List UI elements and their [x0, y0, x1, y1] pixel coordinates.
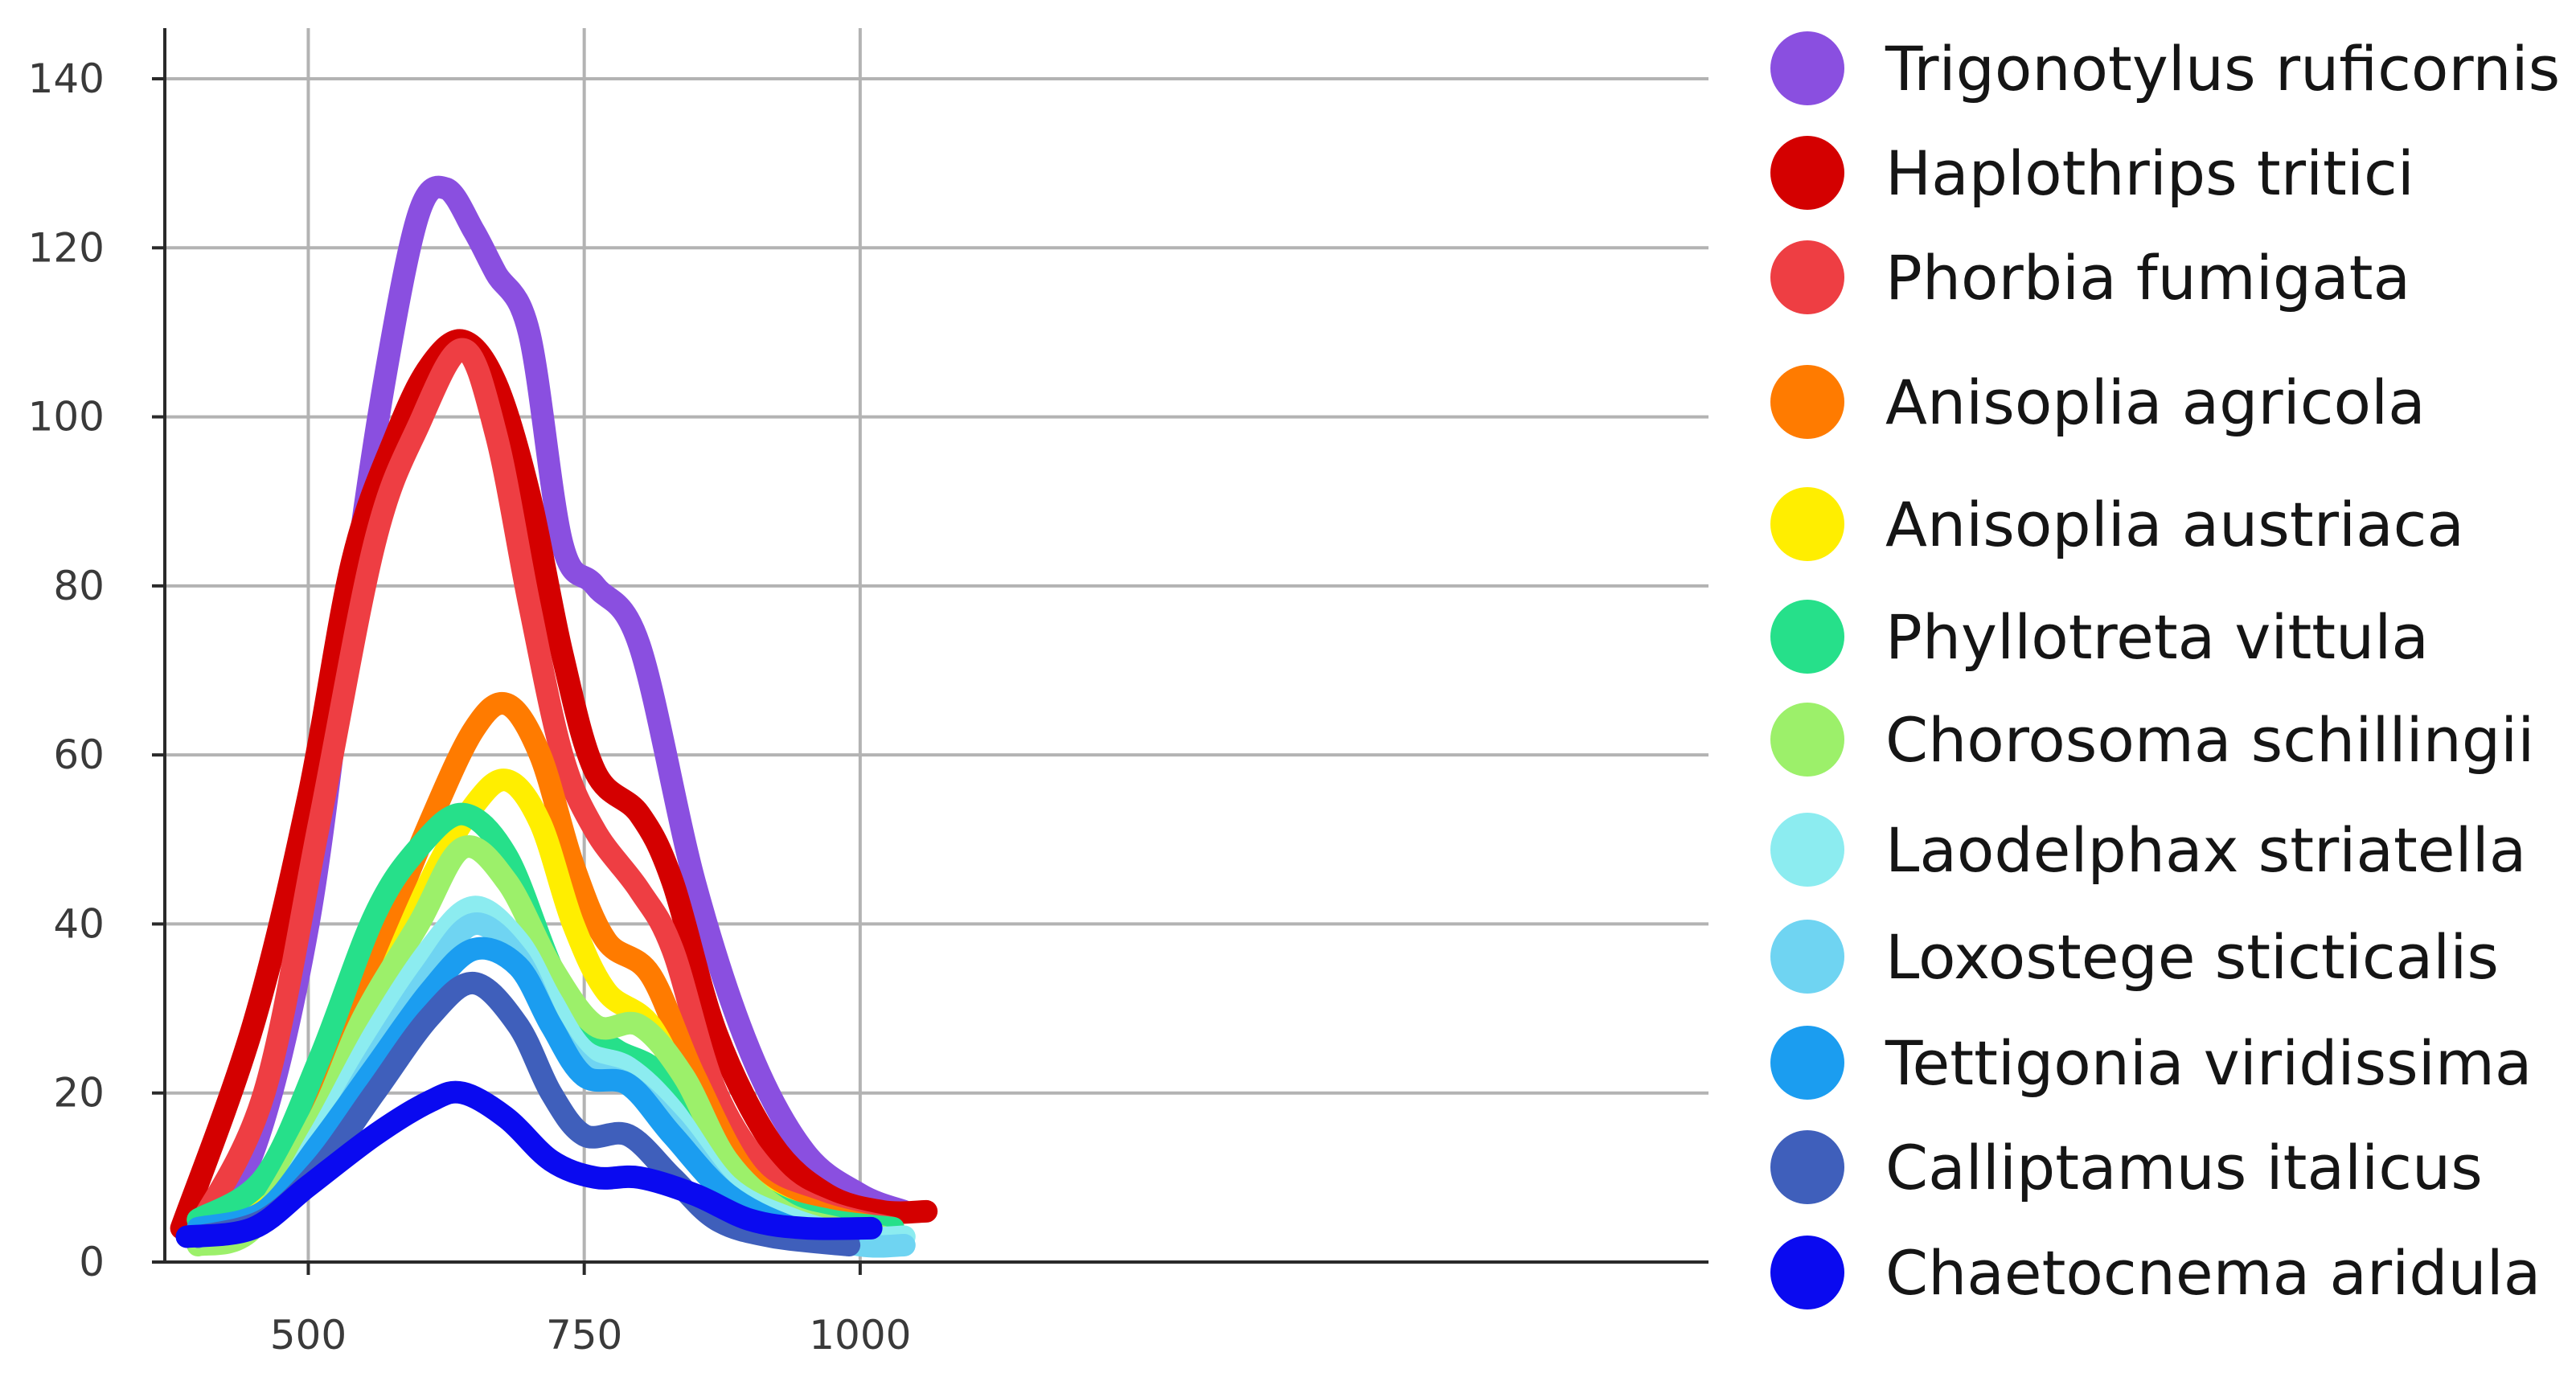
- y-tick-label: 80: [53, 563, 105, 609]
- legend-swatch-loxostege-sticticalis: [1770, 920, 1844, 994]
- legend-swatch-phorbia-fumigata: [1770, 240, 1844, 314]
- series-line-chaetocnema-aridula: [175, 1080, 883, 1248]
- x-tick-label: 1000: [809, 1312, 911, 1359]
- y-tick-label: 0: [79, 1239, 105, 1285]
- legend-label-trigonotylus-ruficornis: Trigonotylus ruficornis: [1885, 33, 2560, 105]
- legend-label-phorbia-fumigata: Phorbia fumigata: [1885, 242, 2410, 314]
- y-tick-label: 140: [28, 55, 105, 102]
- plot-area: [170, 175, 938, 1258]
- legend-label-anisoplia-agricola: Anisoplia agricola: [1885, 367, 2426, 438]
- legend-label-chaetocnema-aridula: Chaetocnema aridula: [1885, 1237, 2541, 1309]
- series-line-phorbia-fumigata: [187, 338, 904, 1240]
- legend-swatch-anisoplia-agricola: [1770, 365, 1844, 439]
- series-line-haplothrips-tritici: [170, 329, 938, 1240]
- legend-swatch-calliptamus-italicus: [1770, 1130, 1844, 1204]
- y-tick-label: 40: [53, 900, 105, 947]
- x-tick-label: 500: [270, 1312, 347, 1359]
- legend-swatch-chorosoma-schillingii: [1770, 703, 1844, 777]
- legend-swatch-phyllotreta-vittula: [1770, 600, 1844, 674]
- legend-swatch-chaetocnema-aridula: [1770, 1236, 1844, 1309]
- y-tick-label: 60: [53, 732, 105, 778]
- x-tick-label: 750: [546, 1312, 622, 1359]
- series-line-tettigonia-viridissima: [187, 936, 861, 1248]
- legend-label-calliptamus-italicus: Calliptamus italicus: [1885, 1132, 2483, 1203]
- y-axis-ticks: 0 20 40 60 80 100 120 140: [28, 55, 165, 1285]
- legend-label-laodelphax-striatella: Laodelphax striatella: [1885, 814, 2526, 886]
- legend-label-haplothrips-tritici: Haplothrips tritici: [1885, 137, 2414, 209]
- y-tick-label: 120: [28, 224, 105, 271]
- legend-swatch-trigonotylus-ruficornis: [1770, 31, 1844, 105]
- legend-swatch-tettigonia-viridissima: [1770, 1026, 1844, 1100]
- legend-swatch-haplothrips-tritici: [1770, 136, 1844, 210]
- y-tick-label: 20: [53, 1070, 105, 1117]
- legend-label-chorosoma-schillingii: Chorosoma schillingii: [1885, 704, 2534, 776]
- legend: Trigonotylus ruficornis Haplothrips triti…: [1770, 31, 2560, 1309]
- axes: [163, 28, 1708, 1264]
- legend-label-tettigonia-viridissima: Tettigonia viridissima: [1885, 1027, 2532, 1099]
- legend-label-anisoplia-austriaca: Anisoplia austriaca: [1885, 489, 2464, 560]
- legend-swatch-anisoplia-austriaca: [1770, 487, 1844, 561]
- legend-swatch-laodelphax-striatella: [1770, 813, 1844, 887]
- y-tick-label: 100: [28, 394, 105, 441]
- x-axis-ticks: 500 750 1000: [270, 1262, 911, 1359]
- legend-label-phyllotreta-vittula: Phyllotreta vittula: [1885, 601, 2429, 673]
- legend-label-loxostege-sticticalis: Loxostege sticticalis: [1885, 921, 2499, 993]
